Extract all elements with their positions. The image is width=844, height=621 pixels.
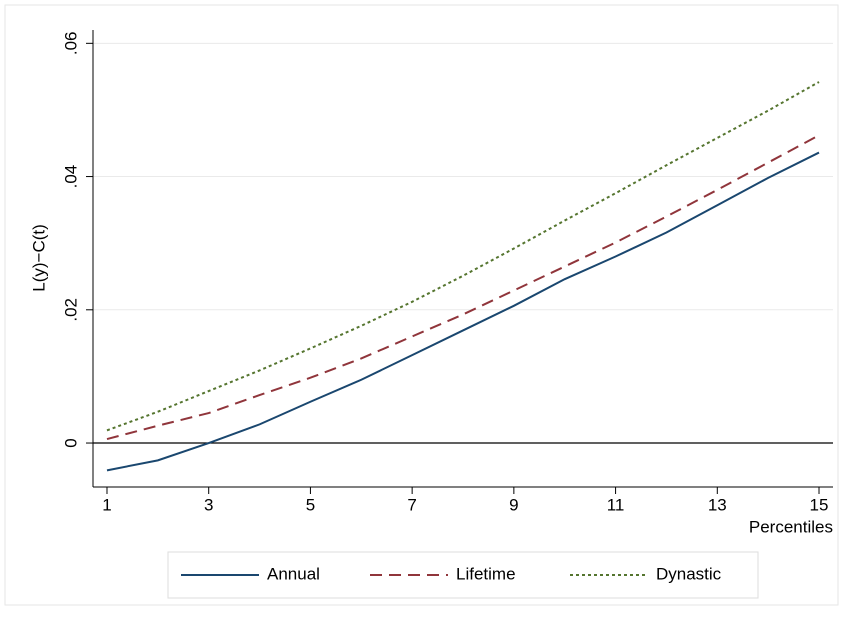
legend-box <box>167 551 759 599</box>
series-line <box>106 151 820 472</box>
x-tick-label: 1 <box>102 495 111 514</box>
x-tick-label: 9 <box>509 495 518 514</box>
series-line <box>106 134 820 441</box>
y-tick-label: .04 <box>61 165 80 189</box>
y-tick-label: 0 <box>61 438 80 447</box>
x-tick-label: 3 <box>204 495 213 514</box>
y-tick-label: .06 <box>61 32 80 56</box>
x-tick-label: 7 <box>407 495 416 514</box>
legend-label: Annual <box>267 564 320 583</box>
x-tick-label: 5 <box>306 495 315 514</box>
legend-label: Lifetime <box>456 564 516 583</box>
chart-frame <box>4 4 839 606</box>
x-tick-label: 11 <box>607 495 625 514</box>
x-tick-label: 13 <box>708 495 727 514</box>
y-tick-label: .02 <box>61 298 80 322</box>
x-tick-label: 15 <box>810 495 829 514</box>
legend-label: Dynastic <box>656 564 722 583</box>
x-axis-label: Percentiles <box>749 517 833 536</box>
series-line <box>106 81 820 432</box>
y-axis-label: L(y)−C(t) <box>29 224 48 292</box>
